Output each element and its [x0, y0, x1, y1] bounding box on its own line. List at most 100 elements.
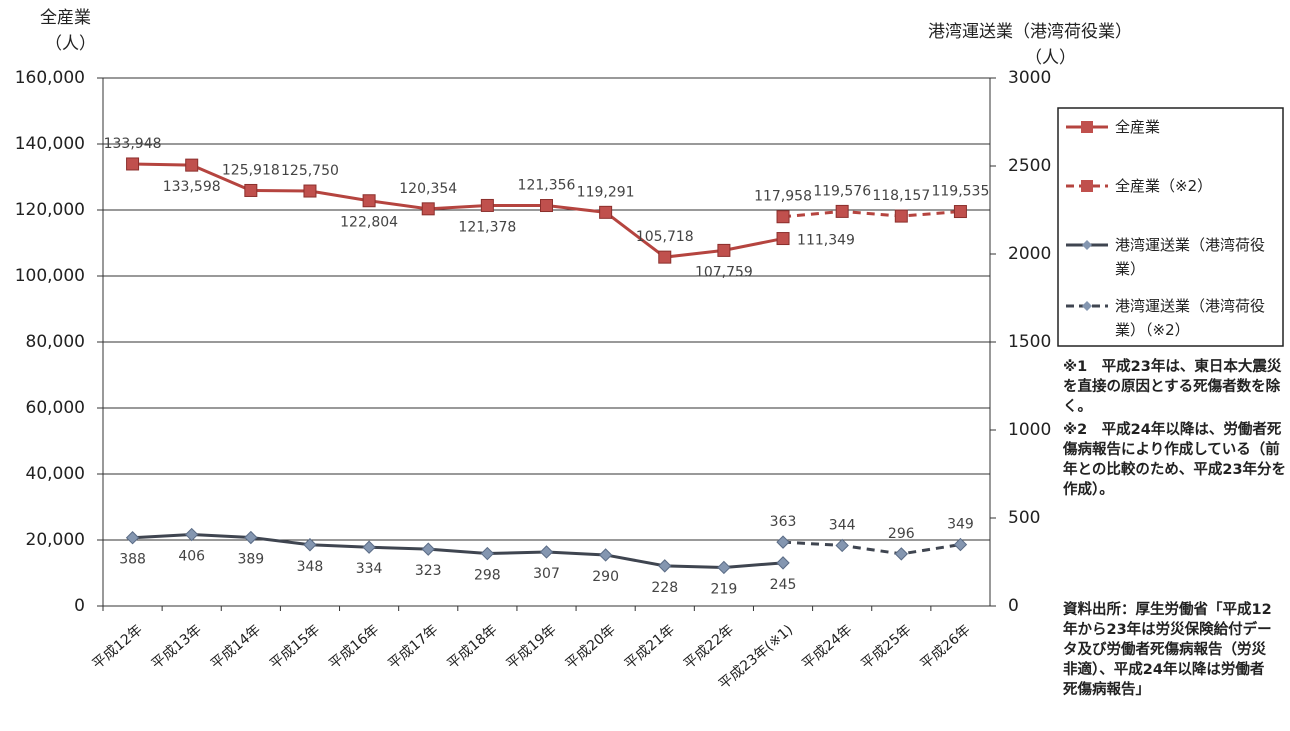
value-label: 133,598: [163, 179, 221, 195]
x-tick-label: 平成20年: [563, 622, 619, 673]
value-label: 344: [829, 517, 856, 533]
note: ※2 平成24年以降は、労働者死傷病報告により作成している（前年との比較のため、…: [1063, 422, 1287, 498]
y-axis-unit: （人）: [45, 34, 96, 54]
y-tick-label: 40,000: [26, 464, 85, 484]
x-tick-label: 平成26年: [917, 622, 973, 673]
value-label: 307: [533, 566, 560, 582]
marker: [539, 545, 554, 559]
x-tick-label: 平成19年: [504, 622, 560, 673]
x-tick-label: 平成25年: [858, 622, 914, 673]
marker: [894, 209, 908, 223]
value-label: 296: [888, 526, 915, 542]
marker: [835, 538, 849, 553]
marker: [185, 158, 199, 172]
value-label: 119,576: [813, 183, 871, 199]
source-note: 資料出所：厚生労働省「平成12年から23年は労災保険給付データ及び労働者死傷病報…: [1063, 602, 1272, 698]
marker: [894, 547, 909, 561]
marker: [540, 199, 553, 213]
marker: [717, 243, 731, 257]
x-tick-label: 平成16年: [326, 622, 382, 673]
marker: [598, 548, 613, 562]
value-label: 125,750: [281, 163, 339, 179]
x-tick-label: 平成12年: [90, 622, 146, 673]
legend-label: 全産業: [1115, 118, 1161, 136]
value-label: 334: [356, 561, 383, 577]
value-label: 119,291: [577, 184, 635, 200]
marker: [717, 560, 731, 575]
x-tick-label: 平成24年: [799, 622, 855, 673]
value-label: 119,535: [931, 184, 989, 200]
marker: [658, 250, 672, 264]
y2-tick-label: 500: [1008, 508, 1040, 528]
y-tick-label: 80,000: [26, 332, 85, 352]
y2-axis-unit: （人）: [1025, 48, 1076, 68]
value-label: 117,958: [754, 189, 812, 205]
value-label: 389: [237, 552, 264, 568]
value-label: 111,349: [797, 233, 855, 249]
x-tick-label: 平成18年: [444, 622, 500, 673]
marker: [303, 538, 317, 552]
value-label: 298: [474, 568, 501, 584]
marker: [953, 205, 967, 219]
note: ※1 平成23年は、東日本大震災を直接の原因とする死傷者数を除く。: [1063, 359, 1282, 415]
marker: [244, 183, 258, 197]
x-tick-label: 平成17年: [385, 622, 441, 673]
y-tick-label: 0: [74, 596, 85, 616]
value-label: 245: [770, 577, 797, 593]
marker: [776, 210, 790, 224]
y-tick-label: 160,000: [15, 68, 85, 88]
marker: [362, 540, 376, 554]
value-label: 118,157: [872, 188, 930, 204]
marker: [362, 194, 376, 208]
value-label: 122,804: [340, 215, 398, 231]
y-tick-label: 60,000: [26, 398, 85, 418]
value-label: 388: [119, 552, 146, 568]
legend-marker: [1081, 180, 1093, 192]
series-line: [132, 162, 784, 259]
x-tick-label: 平成13年: [149, 622, 205, 673]
marker: [184, 527, 199, 542]
value-label: 323: [415, 563, 442, 579]
x-tick-label: 平成14年: [208, 622, 264, 673]
y2-tick-label: 1500: [1008, 332, 1051, 352]
y2-tick-label: 0: [1008, 596, 1019, 616]
marker: [835, 204, 849, 218]
value-label: 105,718: [636, 229, 694, 245]
value-label: 120,354: [399, 181, 457, 197]
x-tick-label: 平成15年: [267, 622, 323, 673]
marker: [480, 546, 495, 561]
value-label: 349: [947, 517, 974, 533]
y-tick-label: 140,000: [15, 134, 85, 154]
value-label: 406: [178, 549, 205, 565]
marker: [480, 198, 494, 212]
value-label: 290: [592, 569, 619, 585]
y-tick-label: 120,000: [15, 200, 85, 220]
series-line: [132, 533, 784, 569]
series-line: [782, 540, 961, 556]
value-label: 219: [711, 581, 738, 597]
marker: [125, 531, 140, 545]
value-label: 363: [770, 514, 797, 530]
value-label: 348: [297, 559, 324, 575]
value-label: 228: [651, 580, 678, 596]
x-tick-label: 平成21年: [622, 622, 678, 673]
legend-label: 港湾運送業（港湾荷役業）（※2）: [1115, 297, 1266, 339]
marker: [244, 530, 258, 545]
legend-marker: [1081, 121, 1093, 133]
x-tick-label: 平成22年: [681, 622, 737, 673]
legend-box: [1057, 107, 1284, 347]
value-label: 133,948: [104, 136, 162, 152]
legend-marker: [1082, 240, 1092, 250]
marker: [658, 559, 672, 573]
y2-tick-label: 2500: [1008, 156, 1051, 176]
y-axis-title: 全産業: [40, 8, 91, 28]
y-tick-label: 20,000: [26, 530, 85, 550]
marker: [776, 535, 790, 549]
legend-marker: [1082, 301, 1092, 311]
value-label: 121,356: [518, 178, 576, 194]
y2-tick-label: 1000: [1008, 420, 1051, 440]
marker: [776, 556, 790, 570]
marker: [599, 205, 613, 219]
marker: [421, 542, 435, 556]
